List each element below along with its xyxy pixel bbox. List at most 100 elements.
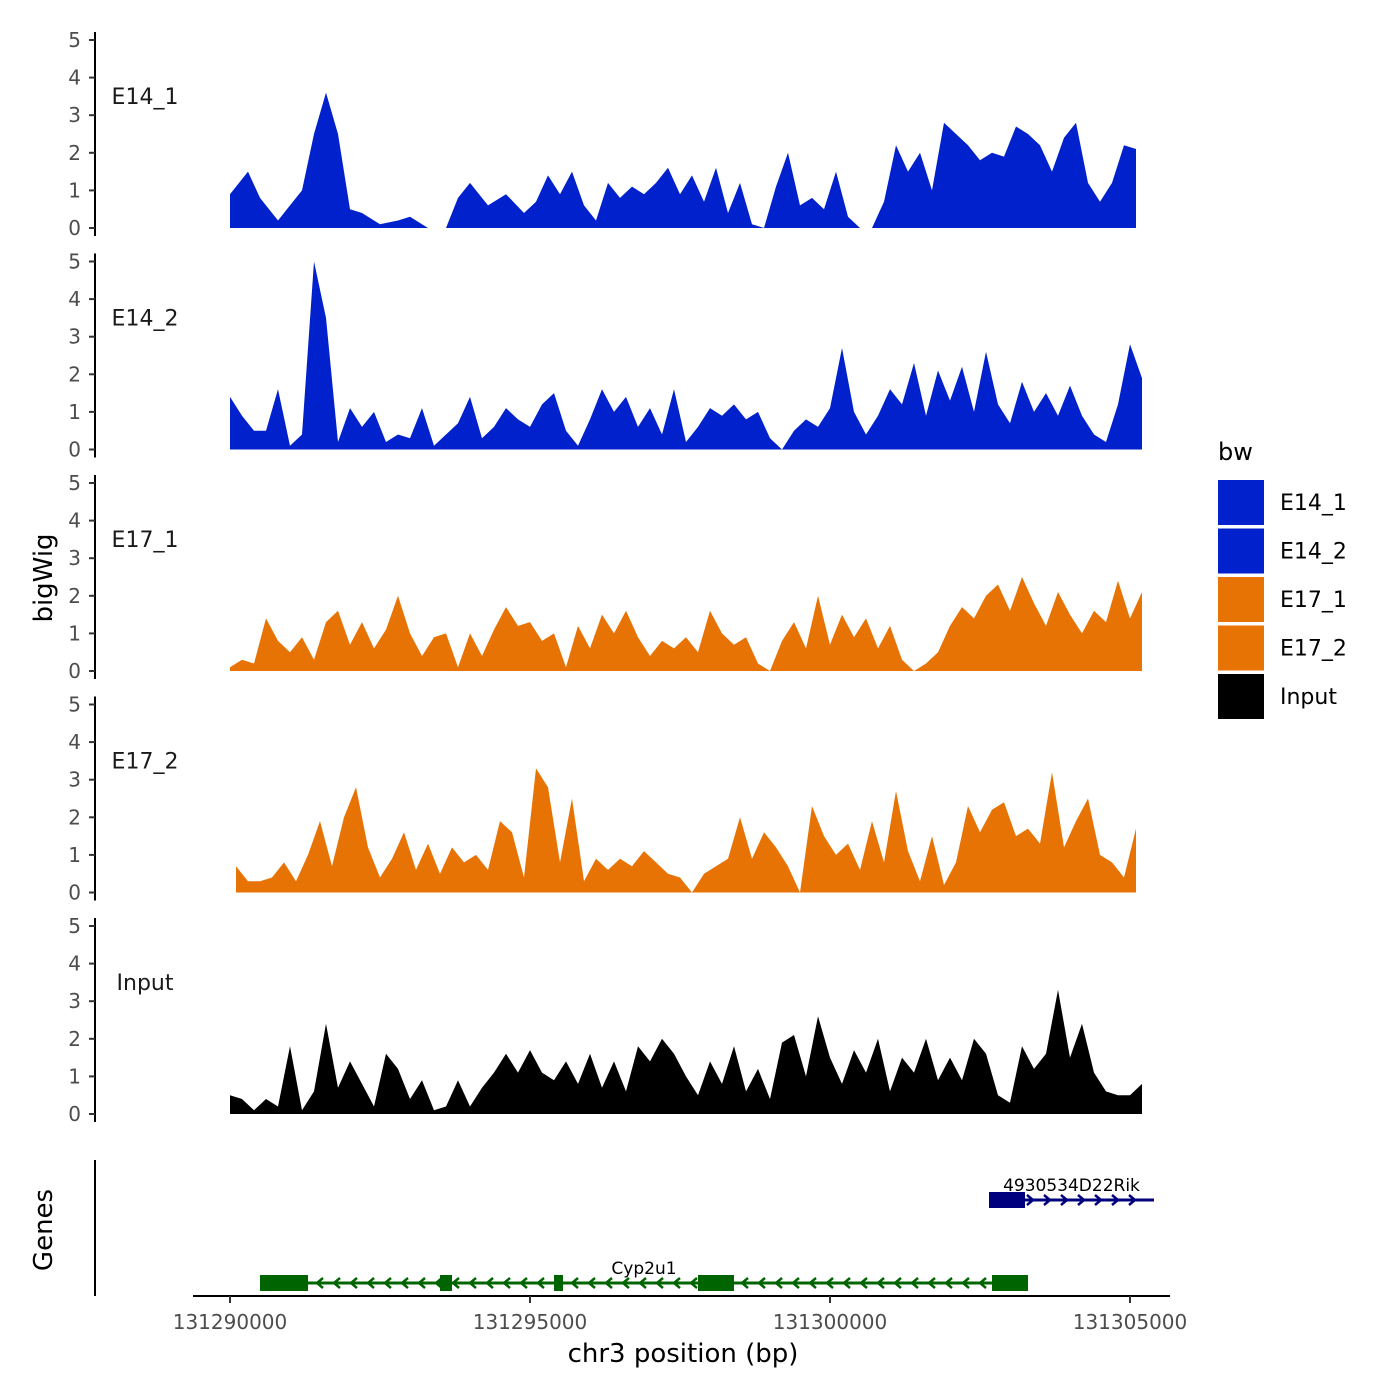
legend-label: E17_2 (1280, 637, 1347, 662)
signal-area-E14_2 (230, 261, 1142, 450)
y-tick-label: 1 (68, 1064, 81, 1088)
strand-chevron-icon (485, 1277, 494, 1289)
legend: bw E14_1 E14_2 E17_1 E17_2 Input (1218, 438, 1347, 719)
y-tick-label: 4 (68, 730, 81, 754)
y-tick-label: 1 (68, 621, 81, 645)
y-tick-label: 1 (68, 178, 81, 202)
strand-chevron-icon (400, 1277, 409, 1289)
gene-label: Cyp2u1 (611, 1259, 676, 1279)
y-tick-label: 5 (68, 693, 81, 717)
strand-chevron-icon (825, 1277, 834, 1289)
legend-swatch (1218, 577, 1264, 622)
strand-chevron-icon (1111, 1194, 1120, 1206)
y-tick-label: 0 (68, 659, 81, 683)
legend-swatch (1218, 480, 1264, 525)
y-tick-label: 3 (68, 325, 81, 349)
y-tick-label: 5 (68, 471, 81, 495)
y-tick-label: 0 (68, 1102, 81, 1126)
strand-chevron-icon (366, 1277, 375, 1289)
strand-chevron-icon (808, 1277, 817, 1289)
track-panel-E17_2: 0 1 2 3 4 5 E17_2 (68, 693, 1136, 905)
y-tick-label: 2 (68, 141, 81, 165)
signal-tracks: 0 1 2 3 4 5 E14_1 0 1 2 3 4 5 E14_2 0 1 2 3 4 5 E17_1 0 1 2 3 4 5 E… (68, 28, 1142, 1126)
strand-chevron-icon (740, 1277, 749, 1289)
strand-chevron-icon (910, 1277, 919, 1289)
strand-chevron-icon (587, 1277, 596, 1289)
y-tick-label: 5 (68, 250, 81, 274)
y-tick-label: 5 (68, 28, 81, 52)
y-tick-label: 1 (68, 843, 81, 867)
strand-chevron-icon (774, 1277, 783, 1289)
gene-exon (698, 1275, 734, 1291)
y-tick-label: 4 (68, 287, 81, 311)
track-panel-Input: 0 1 2 3 4 5 Input (68, 914, 1142, 1126)
strand-chevron-icon (1043, 1194, 1052, 1206)
track-panel-E17_1: 0 1 2 3 4 5 E17_1 (68, 471, 1142, 683)
x-tick-label: 131295000 (473, 1310, 588, 1334)
strand-chevron-icon (927, 1277, 936, 1289)
strand-chevron-icon (383, 1277, 392, 1289)
strand-chevron-icon (519, 1277, 528, 1289)
legend-swatch (1218, 674, 1264, 719)
gene-exon (989, 1192, 1025, 1208)
y-tick-label: 3 (68, 989, 81, 1013)
legend-label: E17_1 (1280, 588, 1347, 613)
signal-area-E17_2 (236, 768, 1136, 893)
y-tick-label: 0 (68, 438, 81, 462)
signal-area-E17_1 (230, 577, 1142, 671)
strand-chevron-icon (978, 1277, 987, 1289)
y-tick-label: 3 (68, 103, 81, 127)
strand-chevron-icon (1094, 1194, 1103, 1206)
y-tick-label: 1 (68, 400, 81, 424)
y-tick-label: 2 (68, 1027, 81, 1051)
track-panel-E14_2: 0 1 2 3 4 5 E14_2 (68, 250, 1142, 462)
strand-chevron-icon (893, 1277, 902, 1289)
strand-chevron-icon (417, 1277, 426, 1289)
strand-chevron-icon (961, 1277, 970, 1289)
legend-label: E14_1 (1280, 491, 1347, 516)
strand-chevron-icon (655, 1277, 664, 1289)
y-tick-label: 4 (68, 952, 81, 976)
gene-exon (554, 1275, 563, 1291)
gene-label: 4930534D22Rik (1003, 1176, 1140, 1196)
strand-chevron-icon (944, 1277, 953, 1289)
legend-swatch (1218, 625, 1264, 671)
strand-chevron-icon (502, 1277, 511, 1289)
gene-track: 4930534D22Rik Cyp2u1 (94, 1160, 1154, 1296)
x-tick-label: 131300000 (773, 1310, 888, 1334)
x-axis: 131290000 131295000 131300000 131305000 (173, 1295, 1188, 1334)
x-tick-label: 131305000 (1073, 1310, 1188, 1334)
track-label: E14_2 (112, 307, 179, 332)
gene-4930534D22Rik: 4930534D22Rik (989, 1176, 1154, 1208)
strand-chevron-icon (1077, 1194, 1086, 1206)
signal-area-E14_1 (230, 92, 1136, 228)
strand-chevron-icon (1026, 1194, 1035, 1206)
x-tick-label: 131290000 (173, 1310, 288, 1334)
legend-label: E14_2 (1280, 540, 1347, 565)
strand-chevron-icon (451, 1277, 460, 1289)
strand-chevron-icon (689, 1277, 698, 1289)
strand-chevron-icon (536, 1277, 545, 1289)
legend-title: bw (1218, 438, 1253, 466)
y-tick-label: 2 (68, 362, 81, 386)
track-label: Input (117, 971, 174, 996)
strand-chevron-icon (315, 1277, 324, 1289)
x-axis-title: chr3 position (bp) (568, 1339, 799, 1369)
y-tick-label: 0 (68, 881, 81, 905)
strand-chevron-icon (468, 1277, 477, 1289)
y-axis-title: bigWig (29, 533, 59, 622)
track-panel-E14_1: 0 1 2 3 4 5 E14_1 (68, 28, 1136, 240)
strand-chevron-icon (757, 1277, 766, 1289)
track-label: E14_1 (112, 85, 179, 110)
strand-chevron-icon (876, 1277, 885, 1289)
y-tick-label: 4 (68, 66, 81, 90)
gene-exon (260, 1275, 308, 1291)
legend-label: Input (1280, 685, 1337, 710)
strand-chevron-icon (570, 1277, 579, 1289)
signal-area-Input (230, 989, 1142, 1114)
genes-axis-title: Genes (29, 1189, 59, 1271)
track-label: E17_2 (112, 750, 179, 775)
y-tick-label: 4 (68, 509, 81, 533)
strand-chevron-icon (1060, 1194, 1069, 1206)
